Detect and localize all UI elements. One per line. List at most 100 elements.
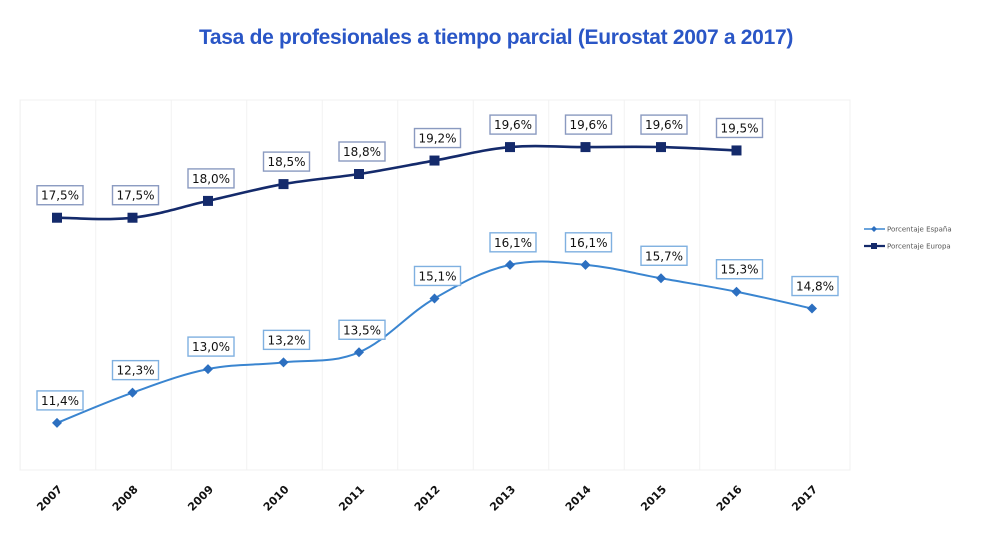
- data-label-text: 11,4%: [41, 394, 79, 408]
- data-label-espana-2007: 11,4%: [36, 390, 84, 411]
- data-label-europa-2013: 19,6%: [489, 114, 537, 135]
- grid-lines: [19, 100, 776, 470]
- data-label-europa-2008: 17,5%: [111, 185, 160, 206]
- data-label-box: [413, 127, 462, 149]
- data-label-text: 18,5%: [267, 155, 305, 169]
- data-label-espana-2008: 12,3%: [111, 359, 160, 381]
- data-label-box: [715, 117, 764, 139]
- data-label-box: [338, 319, 386, 340]
- data-label-espana-2012: 15,1%: [413, 265, 462, 287]
- data-label-text: 19,6%: [494, 118, 532, 132]
- data-label-text: 18,0%: [192, 172, 230, 186]
- x-tick-2007: 2007: [34, 483, 65, 514]
- marker-europa-2009: [203, 195, 213, 206]
- data-label-europa-2012: 19,2%: [413, 127, 462, 149]
- data-label-box: [111, 359, 160, 381]
- data-label-box: [187, 336, 235, 357]
- marker-espana-2010: [278, 357, 289, 368]
- data-labels: 11,4% 12,3% 13,0% 13,2% 13,5% 15,1% 16,1% 16,1%…: [36, 114, 839, 411]
- x-tick-2015: 2015: [638, 483, 669, 514]
- marker-espana-2017: [807, 303, 817, 314]
- data-label-box: [187, 168, 235, 189]
- data-label-text: 14,8%: [796, 280, 834, 294]
- data-label-text: 12,3%: [116, 364, 154, 378]
- data-label-espana-2009: 13,0%: [187, 336, 235, 357]
- data-label-text: 19,6%: [569, 118, 607, 132]
- data-label-espana-2011: 13,5%: [338, 319, 386, 340]
- x-tick-2011: 2011: [336, 483, 367, 514]
- legend-item-europa[interactable]: Porcentaje Europa: [864, 243, 951, 251]
- data-label-text: 19,5%: [720, 121, 758, 135]
- data-label-text: 16,1%: [494, 236, 532, 250]
- marker-europa-2011: [354, 169, 364, 179]
- marker-europa-2014: [580, 142, 591, 153]
- marker-europa-2012: [429, 155, 440, 166]
- marker-europa-2007: [52, 212, 62, 223]
- data-label-espana-2014: 16,1%: [564, 232, 613, 253]
- x-tick-2009: 2009: [185, 483, 216, 514]
- data-label-text: 15,3%: [720, 263, 758, 277]
- data-label-box: [262, 151, 311, 172]
- x-tick-2017: 2017: [789, 483, 820, 514]
- data-label-espana-2016: 15,3%: [715, 259, 764, 280]
- data-label-text: 13,0%: [192, 340, 230, 354]
- data-label-box: [36, 390, 84, 411]
- data-label-europa-2015: 19,6%: [640, 114, 688, 135]
- data-label-text: 18,8%: [343, 145, 381, 159]
- marker-espana-2012: [429, 293, 440, 304]
- data-label-text: 15,1%: [418, 269, 456, 283]
- marker-espana-2015: [656, 273, 666, 284]
- data-label-europa-2007: 17,5%: [36, 185, 84, 206]
- legend-marker-diamond-icon: [871, 226, 877, 232]
- marker-europa-2015: [656, 142, 666, 153]
- data-label-box: [262, 329, 311, 351]
- marker-europa-2008: [127, 212, 138, 223]
- data-label-espana-2013: 16,1%: [489, 232, 537, 253]
- marker-espana-2016: [731, 286, 742, 297]
- marker-espana-2007: [52, 417, 62, 428]
- data-label-europa-2014: 19,6%: [564, 114, 613, 135]
- data-label-box: [640, 245, 688, 266]
- marker-espana-2009: [203, 364, 213, 375]
- marker-espana-2014: [580, 259, 591, 270]
- data-label-text: 19,2%: [418, 132, 456, 146]
- marker-europa-2016: [731, 145, 742, 156]
- legend[interactable]: Porcentaje España Porcentaje Europa: [864, 226, 952, 251]
- x-tick-2012: 2012: [412, 483, 443, 514]
- x-tick-2013: 2013: [487, 483, 518, 514]
- series-line-europa: [56, 144, 737, 221]
- data-label-espana-2010: 13,2%: [262, 329, 311, 351]
- data-label-box: [338, 141, 386, 162]
- data-label-box: [791, 275, 839, 297]
- chart-title: Tasa de profesionales a tiempo parcial (…: [198, 26, 794, 49]
- marker-espana-2008: [127, 387, 138, 398]
- x-tick-2010: 2010: [261, 483, 292, 514]
- legend-item-espana[interactable]: Porcentaje España: [864, 226, 952, 234]
- data-label-box: [413, 265, 462, 287]
- data-label-box: [489, 114, 537, 135]
- data-label-text: 13,2%: [267, 333, 305, 347]
- x-tick-2014: 2014: [563, 483, 594, 514]
- data-label-europa-2009: 18,0%: [187, 168, 235, 189]
- data-label-europa-2011: 18,8%: [338, 141, 386, 162]
- data-label-text: 19,6%: [645, 118, 683, 132]
- data-label-espana-2015: 15,7%: [640, 245, 688, 266]
- marker-europa-2013: [505, 142, 515, 153]
- data-label-box: [489, 232, 537, 253]
- data-label-box: [564, 114, 613, 135]
- data-label-text: 17,5%: [41, 189, 79, 203]
- x-axis-ticks: 2007 2008 2009 2010 2011 2012 2013 2014 2015 2016…: [34, 483, 820, 514]
- data-label-text: 15,7%: [645, 249, 683, 263]
- data-label-europa-2016: 19,5%: [715, 117, 764, 139]
- data-label-box: [715, 259, 764, 280]
- data-label-espana-2017: 14,8%: [791, 275, 839, 297]
- data-label-box: [36, 185, 84, 206]
- marker-europa-2010: [278, 179, 289, 190]
- legend-label: Porcentaje Europa: [887, 243, 951, 251]
- legend-label: Porcentaje España: [887, 226, 952, 234]
- x-tick-2016: 2016: [714, 483, 745, 514]
- legend-marker-square-icon: [871, 243, 877, 249]
- marker-espana-2013: [505, 259, 515, 270]
- data-label-box: [564, 232, 613, 253]
